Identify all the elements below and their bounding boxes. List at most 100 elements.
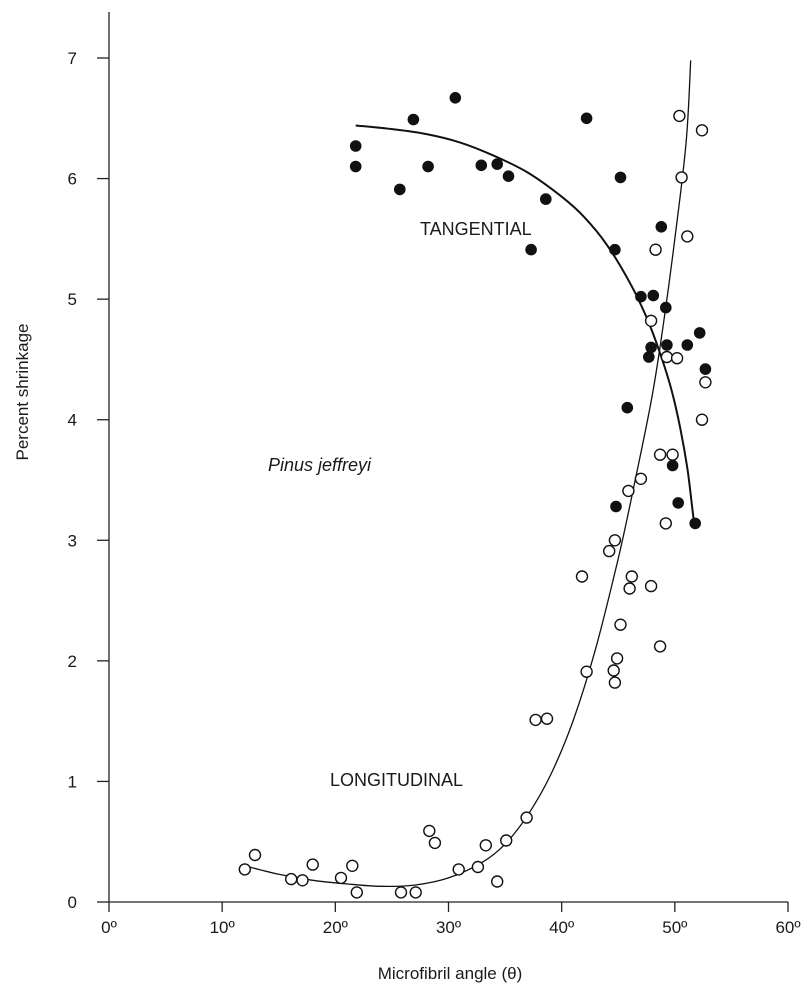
longitudinal-point <box>603 544 616 558</box>
longitudinal-point <box>666 448 679 461</box>
longitudinal-point <box>608 676 622 689</box>
longitudinal-point <box>675 171 688 184</box>
tangential-point <box>540 193 552 205</box>
longitudinal-point <box>670 352 684 365</box>
longitudinal-point <box>653 448 667 461</box>
tangential-point <box>449 92 462 104</box>
y-tick-label: 4 <box>68 411 77 430</box>
species-annotation: Pinus jeffreyi <box>268 455 372 475</box>
y-tick-label: 7 <box>68 49 77 68</box>
tangential-point <box>610 500 622 513</box>
longitudinal-point <box>540 712 554 725</box>
longitudinal-point <box>623 582 636 595</box>
longitudinal-point <box>644 579 658 593</box>
y-tick-label: 0 <box>68 893 77 912</box>
tangential-point <box>660 301 672 314</box>
longitudinal-point <box>409 886 422 899</box>
tangential-point <box>609 243 621 256</box>
longitudinal-point <box>644 314 658 327</box>
longitudinal-point <box>423 824 436 838</box>
annotations: TANGENTIAL Pinus jeffreyi LONGITUDINAL <box>268 219 532 790</box>
longitudinal-fit-curve <box>244 60 692 888</box>
axes: 0 1 2 3 4 5 6 7 0º 10º 20º 30º 40º 50º 60º <box>68 12 801 937</box>
tangential-point <box>525 243 537 256</box>
tangential-point <box>394 183 406 196</box>
data-points <box>238 92 712 899</box>
y-tick-label: 6 <box>68 170 77 189</box>
longitudinal-point <box>634 472 648 485</box>
longitudinal-point <box>248 848 262 862</box>
y-tick-label: 3 <box>68 531 77 550</box>
longitudinal-point <box>649 243 662 256</box>
tangential-point <box>647 289 660 302</box>
longitudinal-point <box>699 376 712 389</box>
tangential-fit-curve <box>355 124 696 524</box>
longitudinal-point <box>610 652 624 665</box>
tangential-point <box>580 112 593 125</box>
longitudinal-point <box>491 875 504 888</box>
x-tick-label: 40º <box>549 918 574 937</box>
y-axis-title: Percent shrinkage <box>13 323 32 460</box>
x-tick-label: 20º <box>323 918 348 937</box>
tangential-point <box>655 221 668 233</box>
longitudinal-annotation: LONGITUDINAL <box>330 770 463 790</box>
x-axis-ticks: 0º 10º 20º 30º 40º 50º 60º <box>101 902 801 937</box>
x-tick-label: 30º <box>436 918 461 937</box>
x-tick-label: 50º <box>662 918 687 937</box>
longitudinal-point <box>653 640 667 653</box>
tangential-point <box>699 363 712 375</box>
y-tick-label: 2 <box>68 652 77 671</box>
longitudinal-point <box>285 872 298 886</box>
longitudinal-point <box>500 834 513 847</box>
tangential-point <box>502 170 515 182</box>
tangential-point <box>689 517 702 530</box>
longitudinal-point <box>479 839 492 852</box>
tangential-point <box>645 341 657 354</box>
longitudinal-point <box>428 836 442 850</box>
y-tick-label: 1 <box>68 772 77 791</box>
longitudinal-point <box>580 665 593 678</box>
longitudinal-point <box>625 570 638 583</box>
x-tick-label: 10º <box>210 918 235 937</box>
longitudinal-point <box>681 230 694 243</box>
tangential-point <box>666 459 679 472</box>
tangential-point <box>621 401 634 414</box>
tangential-point <box>635 290 647 303</box>
longitudinal-point <box>238 863 252 876</box>
longitudinal-point <box>529 713 542 727</box>
longitudinal-point <box>350 886 363 899</box>
longitudinal-point <box>695 413 709 426</box>
x-axis-title: Microfibril angle (θ) <box>378 964 523 983</box>
tangential-point <box>475 159 488 172</box>
tangential-point <box>491 158 504 170</box>
tangential-point <box>422 160 434 173</box>
x-tick-label: 0º <box>101 918 117 937</box>
longitudinal-point <box>296 874 309 887</box>
tangential-point <box>614 171 627 184</box>
longitudinal-point <box>575 570 589 583</box>
tangential-point <box>681 339 694 351</box>
tangential-point <box>349 140 362 152</box>
tangential-point <box>672 497 685 509</box>
longitudinal-point <box>659 517 672 530</box>
longitudinal-point <box>306 858 319 871</box>
fit-curves <box>244 60 696 888</box>
longitudinal-point <box>695 124 709 137</box>
tangential-point <box>693 327 706 339</box>
longitudinal-point <box>660 350 674 364</box>
longitudinal-point <box>607 664 620 677</box>
y-axis-ticks: 0 1 2 3 4 5 6 7 <box>68 49 109 912</box>
longitudinal-point <box>394 886 408 899</box>
tangential-annotation: TANGENTIAL <box>420 219 532 239</box>
longitudinal-point <box>673 109 686 123</box>
longitudinal-point <box>622 484 635 498</box>
x-tick-label: 60º <box>775 918 800 937</box>
tangential-point <box>407 113 420 126</box>
longitudinal-point <box>346 859 359 872</box>
longitudinal-point <box>471 860 485 874</box>
tangential-point <box>349 160 362 173</box>
longitudinal-point <box>614 618 627 631</box>
tangential-point <box>661 339 673 351</box>
longitudinal-point <box>608 534 622 547</box>
